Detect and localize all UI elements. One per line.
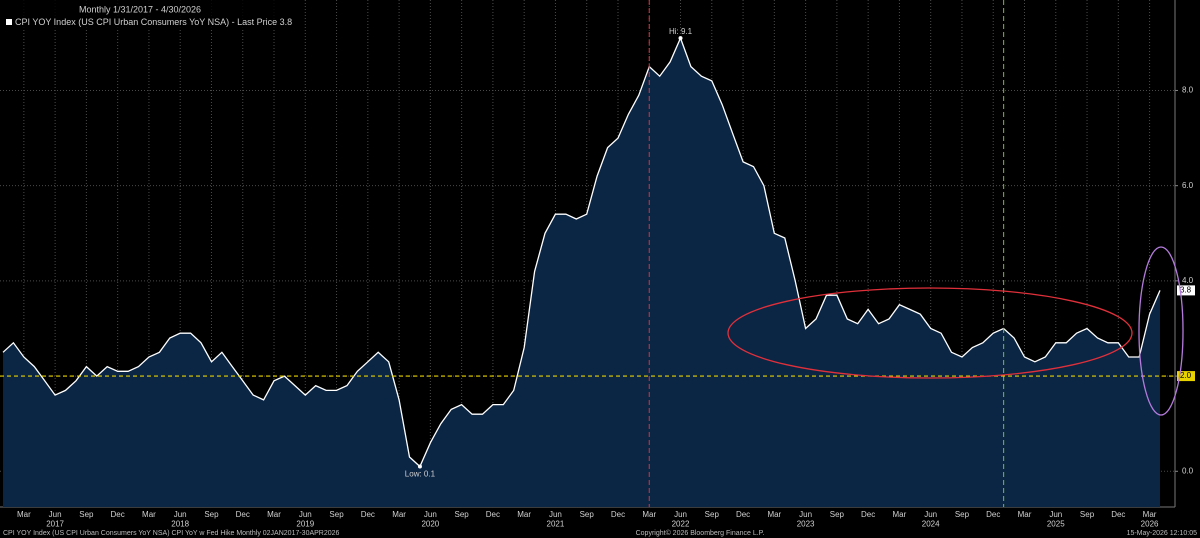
x-tick-label: Mar xyxy=(392,510,406,519)
x-tick-label: Dec xyxy=(236,510,250,519)
x-tick-label: Dec xyxy=(986,510,1000,519)
x-tick-label: Sep xyxy=(830,510,845,519)
x-tick-label: Mar xyxy=(17,510,31,519)
y-tick-label: 4.0 xyxy=(1182,276,1194,285)
x-tick-label: Dec xyxy=(361,510,375,519)
annotation-label: Low: 0.1 xyxy=(405,470,436,479)
x-tick-label: Mar xyxy=(893,510,907,519)
x-tick-label: Sep xyxy=(955,510,970,519)
x-tick-label: Sep xyxy=(329,510,344,519)
x-year-label: 2022 xyxy=(672,520,690,529)
subtitle: Monthly 1/31/2017 - 4/30/2026 xyxy=(79,4,201,14)
x-tick-label: Mar xyxy=(642,510,656,519)
x-tick-label: Sep xyxy=(79,510,94,519)
y-tick-label: 6.0 xyxy=(1182,181,1194,190)
legend-entry: CPI YOY Index (US CPI Urban Consumers Yo… xyxy=(15,17,292,27)
footer-center: Copyright© 2026 Bloomberg Finance L.P. xyxy=(636,529,765,537)
reference-label: 2.0 xyxy=(1180,371,1192,380)
highlight-ellipse xyxy=(727,287,1133,379)
x-tick-label: Jun xyxy=(174,510,187,519)
x-tick-label: Mar xyxy=(767,510,781,519)
x-tick-label: Mar xyxy=(267,510,281,519)
x-year-label: 2024 xyxy=(922,520,940,529)
annotation-label: Hi: 9.1 xyxy=(669,27,693,36)
x-tick-label: Dec xyxy=(611,510,625,519)
y-tick-label: 0.0 xyxy=(1182,466,1194,475)
last-price-box xyxy=(1177,285,1195,296)
plot-area: Mar Jun Sep Dec Mar Jun Sep Dec Mar Jun Sep Dec Mar J… xyxy=(0,0,1195,529)
x-year-label: 2023 xyxy=(797,520,815,529)
legend-swatch xyxy=(6,19,12,25)
x-tick-label: Dec xyxy=(111,510,125,519)
x-tick-label: Sep xyxy=(204,510,219,519)
annotation-point xyxy=(678,36,683,41)
x-year-label: 2025 xyxy=(1047,520,1065,529)
x-tick-label: Jun xyxy=(924,510,937,519)
x-tick-label: Jun xyxy=(299,510,312,519)
x-tick-label: Jun xyxy=(674,510,687,519)
x-tick-label: Dec xyxy=(861,510,875,519)
x-tick-label: Jun xyxy=(424,510,437,519)
footer-left: CPI YOY Index (US CPI Urban Consumers Yo… xyxy=(3,530,340,537)
x-tick-label: Jun xyxy=(549,510,562,519)
x-tick-label: Mar xyxy=(1018,510,1032,519)
x-tick-label: Jun xyxy=(799,510,812,519)
x-year-label: 2019 xyxy=(296,520,314,529)
x-year-label: 2026 xyxy=(1141,520,1159,529)
x-tick-label: Dec xyxy=(1111,510,1125,519)
x-tick-label: Sep xyxy=(1080,510,1095,519)
legend-box xyxy=(0,0,285,30)
x-year-label: 2020 xyxy=(421,520,439,529)
x-tick-label: Sep xyxy=(705,510,720,519)
x-year-label: 2017 xyxy=(46,520,64,529)
x-tick-label: Dec xyxy=(736,510,750,519)
x-tick-label: Mar xyxy=(1143,510,1157,519)
x-year-label: 2021 xyxy=(547,520,565,529)
x-year-label: 2018 xyxy=(171,520,189,529)
x-tick-label: Dec xyxy=(486,510,500,519)
x-tick-label: Jun xyxy=(1049,510,1062,519)
x-tick-label: Jun xyxy=(49,510,62,519)
y-tick-label: 8.0 xyxy=(1182,86,1194,95)
x-tick-label: Sep xyxy=(580,510,595,519)
reference-label-box xyxy=(1177,371,1195,382)
x-tick-label: Mar xyxy=(517,510,531,519)
x-tick-label: Mar xyxy=(142,510,156,519)
footer-right: 15-May-2026 12:10:05 xyxy=(1127,530,1198,537)
area xyxy=(3,38,1160,507)
annotation-point xyxy=(417,464,422,469)
x-tick-label: Sep xyxy=(455,510,470,519)
line xyxy=(2,36,1161,468)
last-price-label: 3.8 xyxy=(1180,286,1192,295)
highlight-ellipse xyxy=(1138,246,1184,416)
